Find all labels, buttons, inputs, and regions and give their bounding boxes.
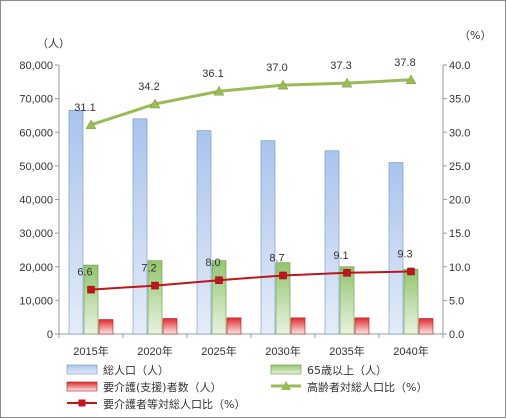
bar bbox=[98, 319, 114, 335]
data-label: 37.0 bbox=[266, 62, 287, 74]
right-tick-label: 15.0 bbox=[449, 228, 470, 240]
legend-swatch bbox=[270, 364, 302, 375]
data-point-triangle bbox=[277, 79, 289, 90]
bar bbox=[68, 110, 84, 335]
right-tick-label: 35.0 bbox=[449, 94, 470, 106]
data-label: 34.2 bbox=[138, 81, 159, 93]
data-point-square bbox=[279, 271, 287, 280]
data-point-triangle bbox=[405, 74, 417, 85]
left-axis-ticks: 0 10,000 20,000 30,000 40,000 50,000 60,000 70,… bbox=[19, 60, 59, 341]
right-tick-label: 25.0 bbox=[449, 161, 470, 173]
left-tick-label: 70,000 bbox=[19, 94, 53, 106]
legend-marker-triangle bbox=[281, 381, 291, 390]
line-series: 31.1 34.2 36.1 37.0 37.3 37.8 6.6 7.2 8.0 8.7 9.1 9… bbox=[74, 57, 417, 294]
x-tick-label: 2035年 bbox=[329, 344, 364, 358]
data-label: 9.1 bbox=[333, 250, 348, 262]
left-axis-unit: （人） bbox=[37, 37, 70, 50]
left-tick-label: 80,000 bbox=[19, 60, 53, 72]
series-line bbox=[90, 78, 412, 127]
bar bbox=[211, 260, 227, 335]
bar bbox=[83, 264, 99, 335]
legend-label: 総人口（人） bbox=[103, 363, 169, 377]
legend-swatch bbox=[66, 364, 98, 375]
data-point-square bbox=[87, 285, 95, 294]
bar bbox=[324, 150, 340, 335]
left-tick-label: 30,000 bbox=[19, 228, 53, 240]
data-point-triangle bbox=[85, 119, 97, 130]
legend-swatch bbox=[66, 381, 98, 392]
bar bbox=[418, 318, 434, 335]
data-label: 31.1 bbox=[74, 102, 95, 114]
left-tick-label: 10,000 bbox=[19, 295, 53, 307]
data-label: 9.3 bbox=[397, 248, 412, 260]
legend: 総人口（人） 65歳以上（人） 要介護(支援)者数（人） 高齢者対総人口比（%） 要介護… bbox=[66, 363, 427, 411]
right-tick-label: 0.0 bbox=[449, 329, 464, 341]
x-tick-label: 2040年 bbox=[393, 344, 428, 358]
left-tick-label: 40,000 bbox=[19, 195, 53, 207]
x-tick-label: 2015年 bbox=[73, 344, 108, 358]
data-point-square bbox=[407, 267, 415, 276]
bar bbox=[388, 162, 404, 335]
bar bbox=[275, 262, 291, 335]
left-tick-label: 60,000 bbox=[19, 127, 53, 139]
legend-marker-square bbox=[78, 399, 86, 407]
data-label: 7.2 bbox=[141, 263, 156, 275]
data-label: 8.7 bbox=[269, 252, 284, 264]
x-axis-ticks: 2015年 2020年 2025年 2030年 2035年 2040年 bbox=[58, 334, 444, 358]
series-line bbox=[90, 270, 412, 291]
legend-label: 65歳以上（人） bbox=[307, 364, 387, 377]
left-tick-label: 50,000 bbox=[19, 161, 53, 173]
right-tick-label: 40.0 bbox=[449, 60, 470, 72]
data-label: 37.3 bbox=[330, 60, 351, 72]
right-axis-unit: （%） bbox=[459, 29, 491, 42]
data-label: 6.6 bbox=[77, 267, 92, 279]
bar bbox=[196, 130, 212, 335]
right-axis-ticks: 0.0 5.0 10.0 15.0 20.0 25.0 30.0 35.0 40.0 bbox=[443, 60, 470, 341]
data-point-triangle bbox=[213, 85, 225, 96]
legend-label: 高齢者対総人口比（%） bbox=[307, 380, 427, 394]
bar bbox=[290, 317, 306, 335]
right-tick-label: 10.0 bbox=[449, 262, 470, 274]
bar bbox=[132, 118, 148, 335]
data-label: 8.0 bbox=[205, 257, 220, 269]
data-label: 36.1 bbox=[202, 68, 223, 80]
x-tick-label: 2020年 bbox=[137, 344, 172, 358]
left-tick-label: 20,000 bbox=[19, 262, 53, 274]
bar bbox=[260, 140, 276, 335]
bar bbox=[403, 269, 419, 335]
data-point-triangle bbox=[341, 77, 353, 88]
data-label: 37.8 bbox=[394, 57, 415, 69]
bar bbox=[354, 317, 370, 335]
legend-label: 要介護者等対総人口比（%） bbox=[103, 397, 245, 411]
left-tick-label: 0 bbox=[47, 329, 53, 341]
legend-label: 要介護(支援)者数（人） bbox=[103, 380, 222, 394]
data-point-triangle bbox=[149, 98, 161, 109]
data-point-square bbox=[343, 269, 351, 277]
bar bbox=[339, 266, 355, 335]
right-tick-label: 20.0 bbox=[449, 195, 470, 207]
data-point-square bbox=[215, 276, 223, 284]
bar-series bbox=[68, 110, 434, 335]
data-point-square bbox=[151, 281, 159, 290]
bar bbox=[162, 318, 178, 335]
x-tick-label: 2025年 bbox=[201, 344, 236, 358]
bar bbox=[147, 260, 163, 335]
right-tick-label: 5.0 bbox=[449, 295, 464, 307]
bar bbox=[226, 317, 242, 335]
right-tick-label: 30.0 bbox=[449, 127, 470, 139]
x-tick-label: 2030年 bbox=[265, 344, 300, 358]
